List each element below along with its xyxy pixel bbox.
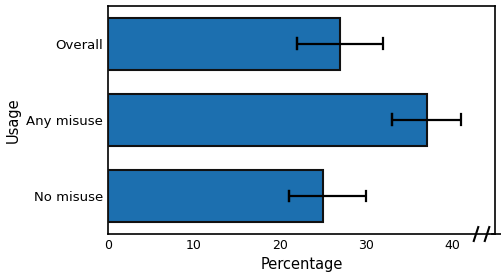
Bar [108,170,323,222]
X-axis label: Percentage: Percentage [261,257,343,272]
Bar [108,18,340,70]
Bar [108,94,426,146]
Y-axis label: Usage: Usage [6,97,21,143]
